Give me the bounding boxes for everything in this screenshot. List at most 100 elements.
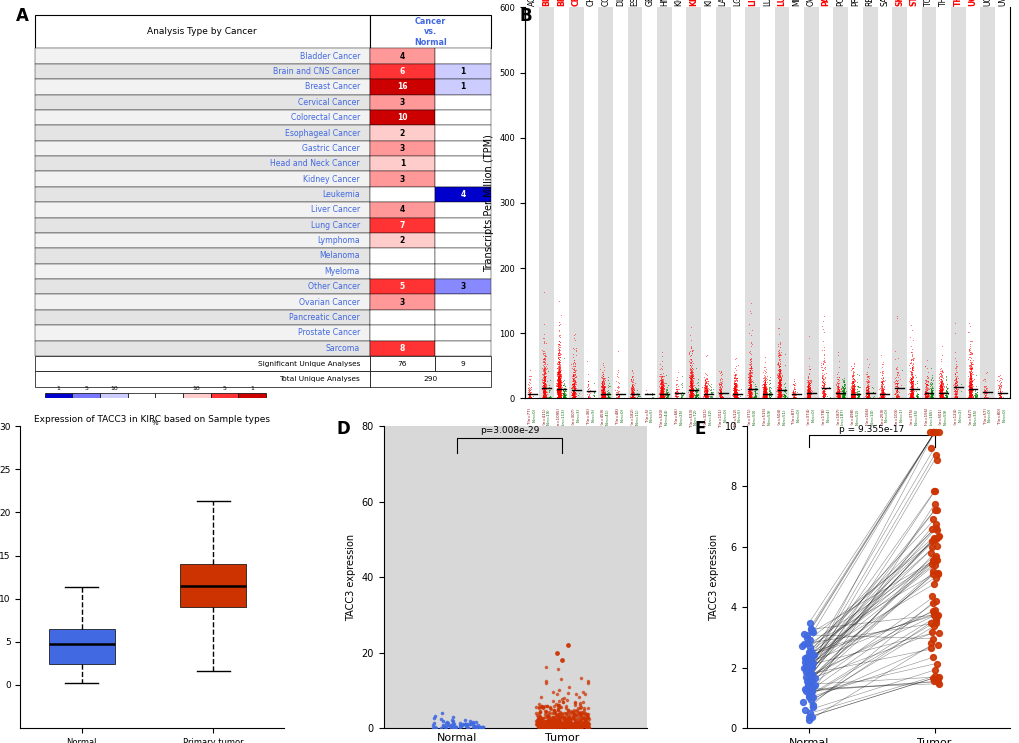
Point xyxy=(800,678,816,690)
Point xyxy=(754,392,770,403)
Point xyxy=(551,383,568,395)
Point xyxy=(963,389,979,401)
Point xyxy=(916,385,932,397)
Point xyxy=(919,390,935,402)
Point xyxy=(921,387,937,399)
Point xyxy=(843,392,859,403)
Point xyxy=(930,389,947,401)
Point xyxy=(802,646,818,658)
Point xyxy=(457,718,473,730)
Point xyxy=(771,383,788,395)
Point xyxy=(653,386,669,398)
Point xyxy=(801,389,817,401)
Point xyxy=(623,388,639,400)
Point xyxy=(607,389,624,401)
Point xyxy=(535,390,551,402)
Point xyxy=(551,383,568,395)
Point xyxy=(756,389,772,401)
Point xyxy=(931,388,948,400)
Point xyxy=(785,389,801,401)
Point xyxy=(564,392,580,403)
Point xyxy=(595,389,611,400)
Point xyxy=(651,390,667,402)
Text: Other Cancer: Other Cancer xyxy=(308,282,360,291)
Point xyxy=(835,392,851,404)
Point xyxy=(625,385,641,397)
Point xyxy=(682,383,698,395)
Point xyxy=(689,389,705,400)
Bar xyxy=(182,393,210,408)
Point xyxy=(541,717,557,729)
Point xyxy=(625,387,641,399)
Point xyxy=(727,388,743,400)
Point xyxy=(771,389,788,401)
Point xyxy=(566,386,582,398)
Point xyxy=(755,374,771,386)
Point xyxy=(873,387,890,399)
Point xyxy=(932,390,949,402)
Point xyxy=(933,377,950,389)
Point xyxy=(697,377,713,389)
Point xyxy=(534,386,550,398)
Point xyxy=(564,389,580,400)
Point xyxy=(725,384,741,396)
Point xyxy=(595,372,611,384)
Point xyxy=(936,389,953,400)
Point xyxy=(728,391,744,403)
Point xyxy=(522,388,538,400)
Point xyxy=(674,392,690,404)
Point xyxy=(775,389,792,400)
Point xyxy=(930,392,947,403)
Point xyxy=(755,390,771,402)
Point xyxy=(551,369,568,381)
Point xyxy=(858,389,874,400)
Point xyxy=(960,392,976,403)
Point xyxy=(961,385,977,397)
Point xyxy=(550,389,567,401)
Point xyxy=(887,386,903,398)
Point xyxy=(769,359,786,371)
Point xyxy=(555,391,572,403)
Point xyxy=(549,363,566,375)
Point xyxy=(725,391,741,403)
Point xyxy=(653,391,669,403)
Point xyxy=(976,373,993,385)
Point xyxy=(829,384,846,396)
Point xyxy=(843,392,859,404)
Point xyxy=(652,389,668,400)
Point xyxy=(683,369,699,381)
Point xyxy=(538,716,554,728)
Point xyxy=(536,391,552,403)
Point xyxy=(595,392,611,404)
Point xyxy=(623,372,639,384)
Point xyxy=(857,391,873,403)
Point xyxy=(565,380,581,392)
Point xyxy=(533,712,549,724)
Point xyxy=(961,381,977,393)
Point xyxy=(843,387,859,399)
Point xyxy=(741,389,757,400)
Point xyxy=(652,382,668,394)
Point xyxy=(653,391,669,403)
Point xyxy=(742,391,758,403)
Point xyxy=(960,390,976,402)
Point xyxy=(551,392,568,403)
Point xyxy=(682,391,698,403)
Point xyxy=(698,391,714,403)
Point xyxy=(834,391,850,403)
Point xyxy=(835,389,851,400)
Point xyxy=(933,392,950,403)
Point xyxy=(672,390,688,402)
Point xyxy=(798,389,814,400)
Point xyxy=(946,386,962,398)
Point xyxy=(549,391,566,403)
Point xyxy=(742,365,758,377)
Point xyxy=(829,383,846,395)
Point xyxy=(917,379,933,391)
Point xyxy=(932,388,949,400)
Point xyxy=(813,392,829,403)
Point xyxy=(555,711,572,723)
Point xyxy=(624,380,640,392)
Point xyxy=(845,366,861,378)
Point xyxy=(595,384,611,396)
